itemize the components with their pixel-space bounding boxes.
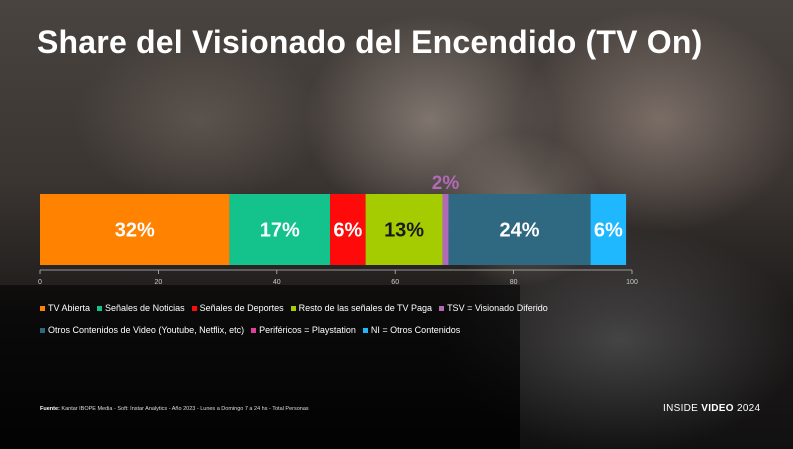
x-tick-label: 40 — [273, 279, 281, 286]
legend-item: TSV = Visionado Diferido — [439, 303, 548, 313]
brand-logo: INSIDE VIDEO 2024 — [663, 403, 760, 414]
legend-swatch — [251, 327, 257, 333]
background-shade — [0, 285, 520, 449]
legend-row: Otros Contenidos de Video (Youtube, Netf… — [40, 319, 640, 341]
bar-segment — [40, 194, 230, 265]
bar-segment — [229, 194, 331, 265]
legend-row: TV Abierta Señales de Noticias Señales de … — [40, 297, 640, 319]
legend-item: NI = Otros Contenidos — [362, 325, 461, 335]
legend-item: TV Abierta — [40, 303, 90, 313]
legend-swatch — [97, 305, 103, 311]
legend-swatch — [40, 327, 45, 333]
x-tick-label: 60 — [391, 279, 399, 286]
brand-strong: VIDEO — [701, 403, 734, 414]
legend-label: Señales de Noticias — [105, 303, 185, 313]
legend-item: Periféricos = Playstation — [251, 325, 356, 335]
x-tick-label: 20 — [155, 279, 163, 286]
source-label: Fuente: — [40, 406, 60, 412]
legend-label: Señales de Deportes — [199, 303, 284, 313]
bar-segment — [365, 194, 443, 265]
data-label: 6% — [333, 220, 362, 242]
legend-item: Señales de Noticias — [97, 303, 185, 313]
legend-label: Otros Contenidos de Video (Youtube, Netf… — [48, 325, 245, 335]
x-tick-label: 80 — [510, 279, 518, 286]
data-label: 13% — [384, 220, 424, 242]
source-note: Fuente: Kantar IBOPE Media - Soft: Insta… — [40, 406, 309, 412]
bar-segment — [330, 194, 366, 265]
x-tick-label: 100 — [626, 279, 638, 286]
chart-legend: TV Abierta Señales de Noticias Señales de … — [40, 297, 640, 341]
legend-swatch — [290, 305, 296, 311]
bar-segment — [442, 194, 449, 265]
data-label: 6% — [594, 220, 623, 242]
page-title: Share del Visionado del Encendido (TV On… — [37, 24, 703, 60]
legend-label: NI = Otros Contenidos — [370, 325, 461, 335]
data-label: 17% — [260, 220, 300, 242]
legend-swatch — [362, 327, 368, 333]
legend-label: TSV = Visionado Diferido — [447, 303, 548, 313]
legend-swatch — [439, 305, 445, 311]
bar-segment — [448, 194, 591, 265]
brand-prefix: INSIDE — [663, 403, 699, 414]
bar-segment — [590, 194, 627, 265]
legend-swatch — [40, 305, 45, 311]
legend-item: Resto de las señales de TV Paga — [290, 303, 433, 313]
legend-item: Otros Contenidos de Video (Youtube, Netf… — [40, 325, 244, 335]
legend-label: Periféricos = Playstation — [259, 325, 356, 335]
legend-item: Señales de Deportes — [191, 303, 284, 313]
brand-year: 2024 — [736, 403, 761, 414]
data-label: 32% — [115, 220, 155, 242]
data-label: 24% — [500, 220, 540, 242]
legend-label: Resto de las señales de TV Paga — [298, 303, 433, 313]
data-label: 2% — [432, 173, 460, 194]
source-text: Kantar IBOPE Media - Soft: Instar Analyt… — [61, 406, 309, 412]
legend-swatch — [191, 305, 197, 311]
legend-label: TV Abierta — [48, 303, 91, 313]
x-tick-label: 0 — [38, 279, 42, 286]
